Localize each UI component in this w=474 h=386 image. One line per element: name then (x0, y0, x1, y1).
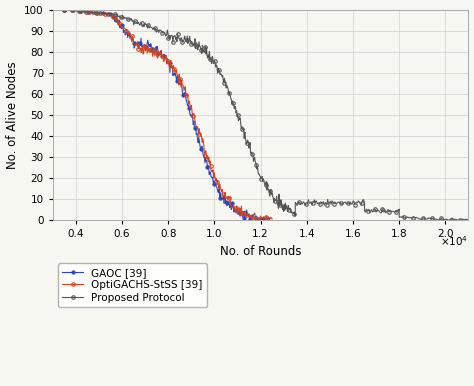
Proposed Protocol (396, 207, 402, 212)
Line: OptiGACHS-StSS [39]: OptiGACHS-StSS [39] (63, 8, 274, 222)
OptiGACHS-StSS [39] (213, 176, 219, 181)
OptiGACHS-StSS [39] (233, 210, 239, 215)
GAOC [39] (98, 11, 103, 15)
Proposed Protocol (178, 39, 183, 43)
Proposed Protocol (116, 14, 122, 18)
OptiGACHS-StSS [39] (174, 73, 180, 78)
Proposed Protocol (356, 200, 362, 204)
GAOC [39] (230, 205, 236, 210)
GAOC [39] (208, 171, 213, 175)
GAOC [39] (247, 218, 253, 223)
OptiGACHS-StSS [39] (244, 213, 250, 217)
Proposed Protocol (446, 218, 451, 223)
Y-axis label: No. of Alive Nodes: No. of Alive Nodes (6, 61, 18, 169)
Line: GAOC [39]: GAOC [39] (63, 8, 272, 222)
GAOC [39] (210, 178, 216, 182)
Text: $\times 10^4$: $\times 10^4$ (440, 234, 468, 248)
Legend: GAOC [39], OptiGACHS-StSS [39], Proposed Protocol: GAOC [39], OptiGACHS-StSS [39], Proposed… (58, 263, 207, 307)
Proposed Protocol (465, 218, 471, 223)
OptiGACHS-StSS [39] (264, 218, 270, 222)
X-axis label: No. of Rounds: No. of Rounds (220, 245, 301, 258)
OptiGACHS-StSS [39] (211, 176, 217, 180)
OptiGACHS-StSS [39] (62, 7, 67, 12)
Proposed Protocol (350, 198, 356, 203)
Line: Proposed Protocol: Proposed Protocol (63, 8, 470, 222)
GAOC [39] (171, 71, 176, 76)
OptiGACHS-StSS [39] (269, 217, 275, 221)
GAOC [39] (267, 216, 273, 220)
GAOC [39] (241, 216, 247, 220)
Proposed Protocol (62, 7, 67, 12)
Proposed Protocol (74, 8, 80, 13)
OptiGACHS-StSS [39] (99, 12, 105, 16)
GAOC [39] (62, 7, 67, 12)
